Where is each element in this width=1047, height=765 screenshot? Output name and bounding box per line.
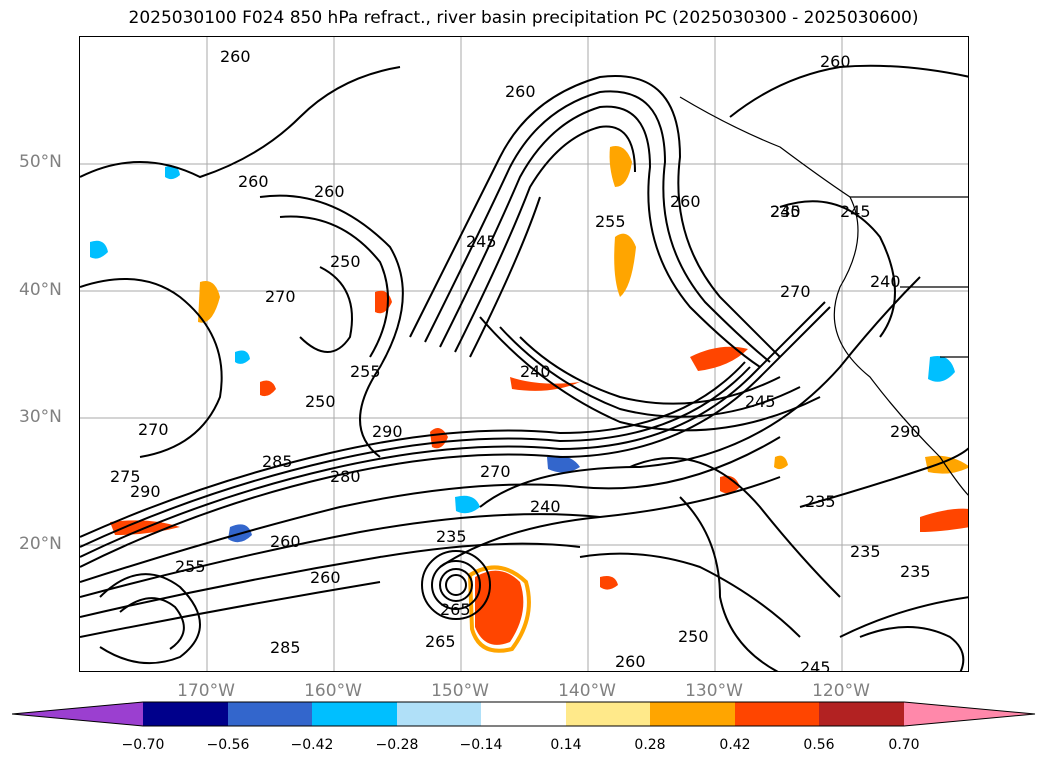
contour-label: 270: [780, 282, 811, 301]
coastline: [679, 96, 968, 496]
contour-label: 260: [220, 47, 251, 66]
colorbar-segment: [481, 702, 566, 726]
contour-label: 270: [480, 462, 511, 481]
colorbar-tick-label: −0.70: [121, 737, 165, 753]
contour-label: 245: [745, 392, 776, 411]
contour-labels: 260 260 260 260 255 260 240 245 260 270 …: [110, 47, 931, 672]
colorbar-tick-label: 0.14: [550, 737, 582, 753]
colorbar-outline: [12, 701, 1036, 727]
colorbar-segment: [904, 702, 1035, 726]
lat-label: 20°N: [19, 534, 62, 554]
contour-label: 235: [770, 202, 801, 221]
contour-label: 235: [900, 562, 931, 581]
contour-label: 260: [310, 568, 341, 587]
contour-label: 250: [678, 627, 709, 646]
contour-label: 255: [350, 362, 381, 381]
colorbar-segment: [735, 702, 819, 726]
precip-shading: [90, 146, 968, 653]
colorbar-tick-label: 0.42: [719, 737, 751, 753]
colorbar-tick-label: −0.42: [290, 737, 334, 753]
lon-label: 170°W: [177, 681, 235, 701]
contour-label: 250: [305, 392, 336, 411]
map-title: 2025030100 F024 850 hPa refract., river …: [128, 8, 919, 28]
contour-label: 265: [425, 632, 456, 651]
colorbar-tick-label: −0.56: [206, 737, 250, 753]
contour-label: 255: [175, 557, 206, 576]
colorbar-tick-label: 0.70: [888, 737, 920, 753]
contour-label: 260: [238, 172, 269, 191]
contour-label: 290: [130, 482, 161, 501]
contour-label: 290: [372, 422, 403, 441]
contour-label: 270: [265, 287, 296, 306]
contour-label: 265: [440, 600, 471, 619]
colorbar-segment: [312, 702, 397, 726]
contour-label: 290: [890, 422, 921, 441]
lon-label: 120°W: [812, 681, 870, 701]
contour-label: 250: [330, 252, 361, 271]
contour-label: 245: [840, 202, 871, 221]
colorbar-tick-label: 0.56: [803, 737, 835, 753]
contour-label: 285: [262, 452, 293, 471]
contour-label: 275: [110, 467, 141, 486]
contour-label: 260: [505, 82, 536, 101]
colorbar-tick-label: −0.14: [459, 737, 503, 753]
colorbar-tick-label: 0.28: [634, 737, 666, 753]
lon-label: 130°W: [685, 681, 743, 701]
contour-label: 260: [820, 52, 851, 71]
contour-label: 270: [138, 420, 169, 439]
contour-label: 235: [850, 542, 881, 561]
contour-label: 245: [800, 658, 831, 672]
contour-label: 240: [520, 362, 551, 381]
colorbar-segment: [819, 702, 904, 726]
contour-label: 260: [270, 532, 301, 551]
graticule: [80, 37, 968, 671]
contour-label: 260: [314, 182, 345, 201]
contour-label: 235: [805, 492, 836, 511]
lon-label: 160°W: [304, 681, 362, 701]
contour-label: 260: [670, 192, 701, 211]
contour-label: 240: [870, 272, 901, 291]
contour-label: 260: [615, 652, 646, 671]
colorbar: [12, 701, 1036, 727]
contour-label: 255: [595, 212, 626, 231]
contour-label: 285: [270, 638, 301, 657]
colorbar-tick-label: −0.28: [375, 737, 419, 753]
contour-label: 280: [330, 467, 361, 486]
colorbar-segment: [143, 702, 228, 726]
map-panel: 260 260 260 260 255 260 240 245 260 270 …: [79, 36, 969, 672]
contour-label: 245: [466, 232, 497, 251]
colorbar-segment: [397, 702, 481, 726]
refractivity-contours: [80, 64, 968, 671]
contour-label: 240: [530, 497, 561, 516]
lon-label: 140°W: [558, 681, 616, 701]
lat-label: 30°N: [19, 407, 62, 427]
contour-label: 235: [436, 527, 467, 546]
colorbar-segment: [566, 702, 650, 726]
colorbar-segment: [12, 702, 143, 726]
lat-label: 50°N: [19, 152, 62, 172]
lat-label: 40°N: [19, 280, 62, 300]
contour-label: 240: [770, 202, 801, 221]
colorbar-segment: [228, 702, 312, 726]
map-canvas: 260 260 260 260 255 260 240 245 260 270 …: [80, 37, 968, 672]
lon-label: 150°W: [431, 681, 489, 701]
colorbar-segment: [650, 702, 735, 726]
